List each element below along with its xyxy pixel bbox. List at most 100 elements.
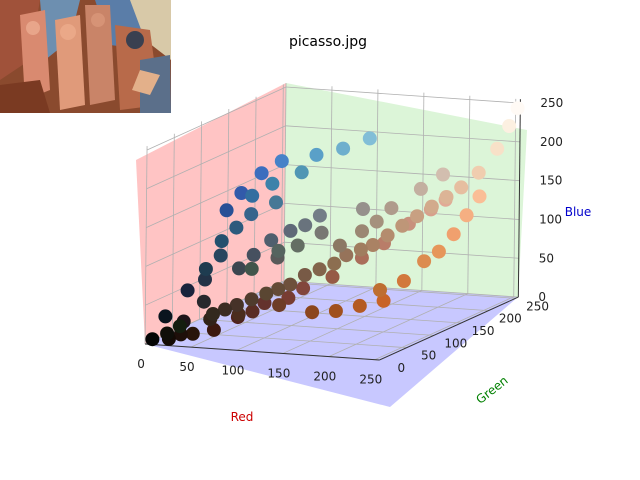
z-tick-label: 100 [539, 212, 562, 226]
z-tick-label: 250 [540, 96, 563, 110]
data-point [332, 238, 347, 253]
y-tick-label: 50 [421, 349, 436, 363]
source-image-thumbnail [0, 0, 171, 113]
grid-line [328, 293, 468, 357]
data-point [490, 141, 505, 156]
data-point [244, 292, 259, 307]
data-point [185, 326, 200, 341]
chart-title: picasso.jpg [289, 34, 367, 50]
data-point [198, 262, 213, 276]
data-point [454, 180, 469, 195]
data-point [502, 119, 517, 133]
data-point [376, 293, 391, 308]
data-point [229, 220, 244, 235]
grid-line [467, 95, 471, 294]
red-blue-pane [136, 83, 286, 344]
x-axis-label: Red [231, 410, 254, 424]
data-point [180, 283, 195, 298]
data-point [232, 261, 246, 276]
grid-line [513, 98, 517, 297]
data-point [309, 147, 324, 162]
data-point [471, 165, 486, 180]
data-point [254, 166, 269, 181]
data-point [510, 101, 525, 116]
y-tick-label: 250 [526, 299, 549, 313]
data-point [244, 261, 259, 276]
data-point [312, 208, 327, 223]
data-point [369, 214, 384, 229]
x-tick-label: 0 [137, 357, 145, 371]
grid-line [236, 286, 377, 351]
grid-line [199, 121, 202, 320]
data-point [384, 201, 399, 216]
data-point [413, 181, 428, 196]
data-point [380, 228, 395, 243]
z-tick-label: 50 [539, 251, 554, 265]
data-point [328, 304, 343, 318]
data-point [271, 243, 286, 258]
data-points [145, 101, 525, 347]
data-point [325, 269, 340, 284]
data-point [417, 254, 432, 269]
data-point [269, 195, 283, 210]
data-point [206, 307, 220, 321]
data-point [158, 309, 173, 324]
x-tick-label: 250 [359, 373, 382, 387]
data-point [395, 218, 410, 233]
data-point [229, 298, 244, 312]
z-tick-label: 0 [538, 290, 546, 304]
tick-labels: 0 50 100 150 200 2500501001502002500501001502… [137, 96, 563, 387]
data-point [264, 233, 279, 248]
data-point [206, 322, 221, 337]
y-axis-line [379, 296, 519, 361]
data-point [327, 256, 342, 271]
y-tick-label: 200 [499, 312, 522, 326]
data-point [172, 319, 187, 334]
data-point [234, 186, 249, 200]
data-point [219, 203, 234, 218]
data-point [355, 224, 369, 239]
grid-line [374, 296, 514, 361]
data-point [353, 242, 368, 257]
y-tick-label: 100 [444, 336, 467, 350]
y-tick-label: 150 [472, 324, 495, 338]
x-tick-label: 50 [179, 360, 194, 374]
axis-lines [144, 99, 521, 361]
z-axis-line [517, 99, 521, 298]
data-point [424, 199, 439, 214]
data-point [283, 277, 298, 292]
y-axis-label: Green [473, 373, 510, 406]
data-point [362, 131, 377, 146]
data-point [196, 294, 211, 309]
data-point [431, 244, 446, 259]
data-point [312, 262, 327, 277]
data-point [245, 188, 260, 203]
grid-line [285, 125, 520, 143]
data-point [314, 225, 329, 240]
z-axis-label: Blue [565, 205, 592, 219]
grid-line [329, 86, 333, 285]
data-point [290, 238, 305, 253]
data-point [274, 154, 289, 169]
data-point [298, 218, 313, 233]
data-point [272, 298, 287, 313]
data-point [271, 282, 286, 297]
grid-line [145, 241, 285, 306]
grid-line [145, 203, 285, 267]
grid-line [284, 203, 520, 220]
data-point [245, 304, 260, 319]
grid-line [285, 86, 521, 104]
data-point [294, 165, 309, 180]
data-point [446, 227, 461, 242]
data-point [396, 274, 411, 288]
data-point [259, 286, 274, 301]
data-point [218, 302, 232, 317]
data-point [198, 272, 212, 287]
data-point [265, 176, 280, 191]
data-point [356, 202, 370, 216]
grid-line [146, 125, 286, 190]
data-point [436, 167, 450, 182]
x-axis-line [144, 343, 380, 361]
grid-line [284, 241, 519, 259]
